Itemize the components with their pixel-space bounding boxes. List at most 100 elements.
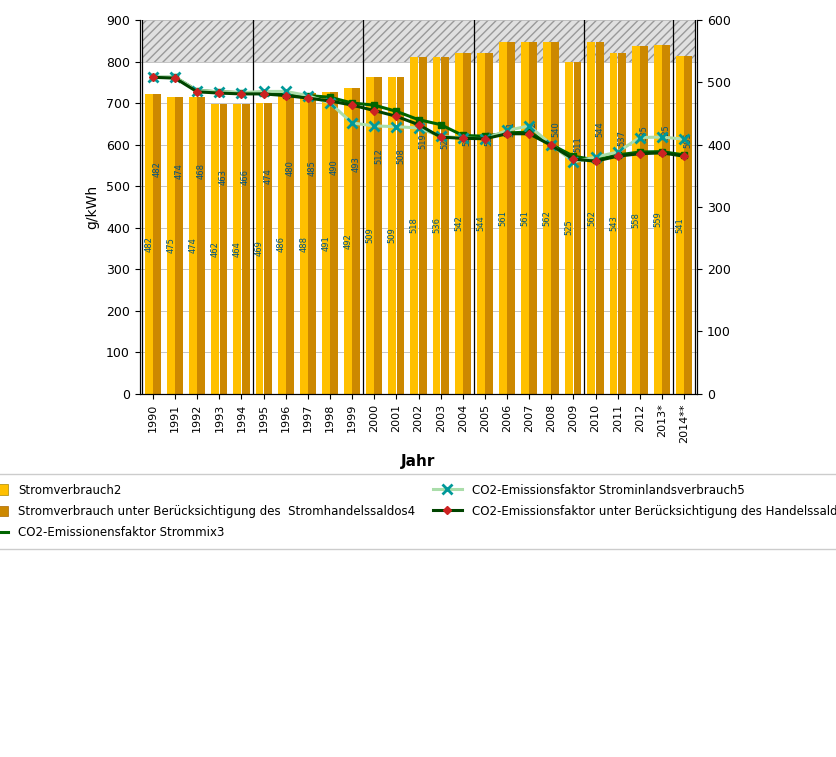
Text: 544: 544: [594, 122, 604, 138]
Bar: [286, 94, 293, 394]
Text: 561: 561: [520, 210, 529, 226]
Text: 559: 559: [652, 211, 661, 227]
Text: 543: 543: [609, 216, 617, 232]
Text: 469: 469: [255, 241, 263, 257]
Bar: [454, 53, 462, 394]
Text: 511: 511: [573, 137, 581, 152]
Text: 508: 508: [395, 148, 405, 164]
Bar: [631, 45, 639, 394]
Bar: [374, 77, 382, 394]
Bar: [441, 57, 448, 394]
Bar: [330, 92, 338, 394]
Text: 475: 475: [166, 238, 176, 254]
Text: 509: 509: [365, 228, 375, 244]
Text: 482: 482: [152, 161, 161, 177]
Y-axis label: g/kWh: g/kWh: [85, 185, 99, 229]
Text: 535: 535: [461, 130, 471, 146]
Bar: [551, 42, 558, 394]
Text: 480: 480: [285, 160, 294, 176]
Text: 544: 544: [476, 216, 485, 232]
Text: 466: 466: [241, 169, 250, 185]
Bar: [521, 42, 528, 394]
Bar: [609, 53, 617, 394]
Bar: [142, 20, 694, 61]
Bar: [344, 88, 351, 394]
Text: 474: 474: [188, 238, 197, 254]
Legend: Stromverbrauch2, Stromverbrauch unter Berücksichtigung des  Stromhandelssaldos4,: Stromverbrauch2, Stromverbrauch unter Be…: [0, 475, 836, 549]
Bar: [564, 61, 573, 394]
Text: 536: 536: [484, 130, 493, 146]
Text: 525: 525: [564, 220, 573, 235]
Bar: [211, 104, 219, 394]
Bar: [175, 97, 183, 394]
Text: 542: 542: [454, 216, 462, 232]
Text: 492: 492: [343, 233, 352, 249]
Text: 488: 488: [298, 235, 308, 251]
Bar: [477, 53, 484, 394]
Bar: [299, 94, 308, 394]
Text: 540: 540: [550, 122, 559, 138]
Bar: [219, 104, 227, 394]
Bar: [507, 42, 514, 394]
Bar: [418, 58, 426, 394]
Text: 541: 541: [675, 217, 684, 233]
Bar: [640, 45, 647, 394]
Bar: [242, 104, 249, 394]
Text: 474: 474: [263, 168, 272, 184]
Bar: [432, 57, 440, 394]
Text: 562: 562: [586, 210, 595, 226]
Bar: [388, 77, 395, 394]
Bar: [684, 56, 691, 394]
Bar: [189, 97, 196, 394]
Bar: [263, 103, 272, 394]
Bar: [675, 56, 683, 394]
Text: 525: 525: [660, 124, 670, 140]
Text: 558: 558: [630, 212, 640, 228]
Text: 462: 462: [211, 241, 219, 257]
Text: 528: 528: [440, 133, 449, 149]
Bar: [462, 53, 471, 394]
Bar: [528, 42, 537, 394]
Bar: [661, 45, 669, 394]
Bar: [308, 94, 315, 394]
X-axis label: Jahr: Jahr: [400, 454, 436, 469]
Text: 468: 468: [196, 164, 206, 179]
Text: 464: 464: [232, 241, 242, 257]
Bar: [352, 88, 359, 394]
Bar: [396, 77, 404, 394]
Bar: [485, 53, 492, 394]
Bar: [543, 42, 550, 394]
Bar: [233, 104, 241, 394]
Text: 562: 562: [542, 210, 551, 226]
Bar: [322, 92, 329, 394]
Bar: [653, 45, 661, 394]
Text: 505: 505: [683, 132, 692, 148]
Bar: [153, 94, 161, 394]
Bar: [167, 97, 175, 394]
Text: 542: 542: [528, 122, 538, 138]
Text: 493: 493: [351, 157, 360, 173]
Bar: [587, 42, 594, 394]
Bar: [197, 97, 205, 394]
Text: 541: 541: [506, 122, 515, 138]
Bar: [595, 42, 603, 394]
Bar: [255, 103, 263, 394]
Bar: [278, 94, 285, 394]
Text: 482: 482: [144, 236, 153, 252]
Bar: [498, 42, 506, 394]
Bar: [410, 58, 418, 394]
Text: 512: 512: [374, 148, 382, 164]
Bar: [365, 77, 374, 394]
Text: 535: 535: [639, 125, 648, 141]
Text: 537: 537: [617, 130, 625, 146]
Text: 509: 509: [387, 228, 396, 244]
Text: 561: 561: [497, 210, 507, 226]
Bar: [617, 53, 625, 394]
Text: 485: 485: [307, 160, 316, 176]
Text: 519: 519: [418, 133, 426, 149]
Bar: [145, 94, 152, 394]
Text: 474: 474: [175, 164, 184, 179]
Bar: [573, 61, 581, 394]
Text: 491: 491: [321, 235, 330, 251]
Text: 536: 536: [431, 217, 441, 233]
